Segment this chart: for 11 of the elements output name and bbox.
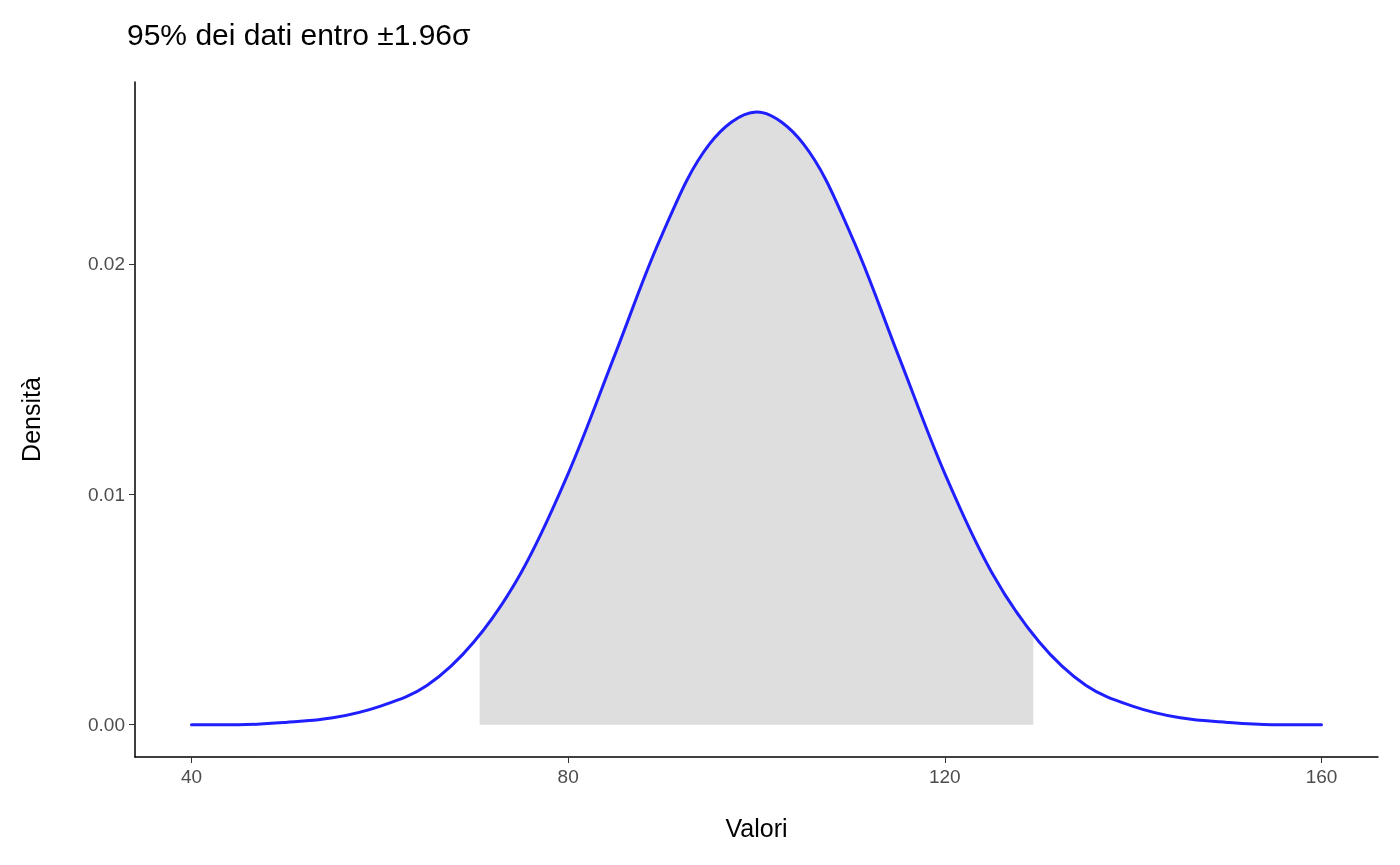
y-tick-label: 0.01 [88, 483, 125, 505]
line-series [190, 110, 1323, 727]
x-tick-label: 40 [180, 766, 203, 787]
y-tick-label: 0.02 [88, 253, 125, 275]
x-tick-label: 120 [928, 766, 961, 787]
y-axis-title: Densità [16, 377, 45, 462]
x-tick-label: 80 [557, 766, 579, 787]
chart-title: 95% dei dati entro ±1.96σ [127, 17, 472, 51]
x-axis-title: Valori [725, 813, 788, 842]
y-tick-label: 0.00 [88, 714, 125, 736]
x-tick-label: 160 [1305, 766, 1338, 787]
